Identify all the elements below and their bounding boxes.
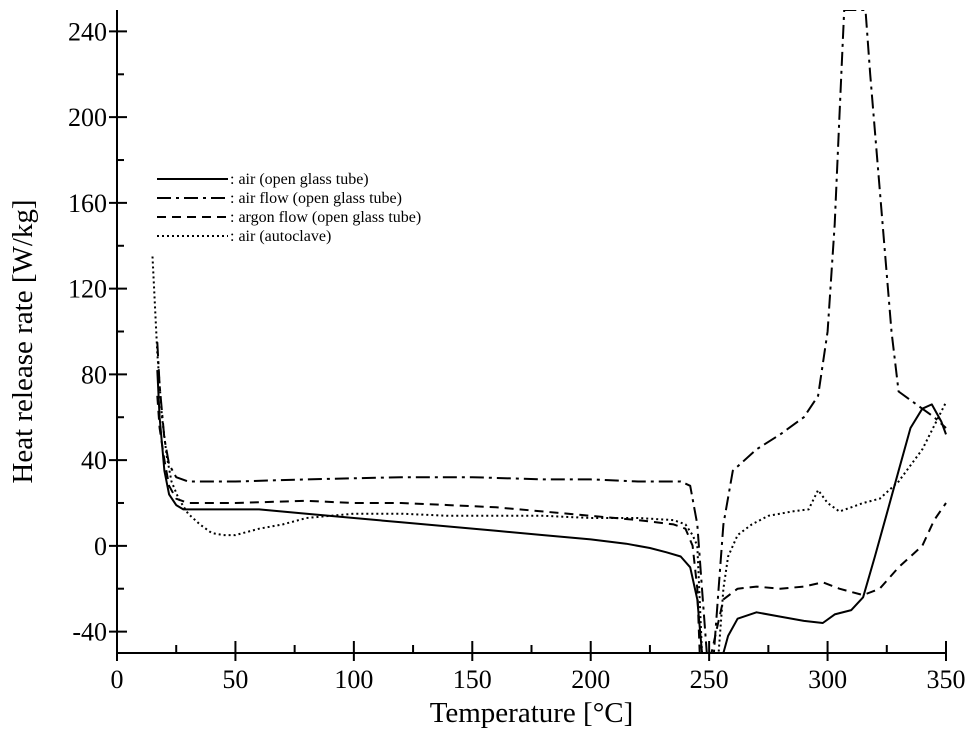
x-tick-label: 0 xyxy=(111,665,124,694)
x-tick-label: 250 xyxy=(690,665,729,694)
legend: : air (open glass tube) : air flow (open … xyxy=(157,171,421,245)
y-tick-label: 160 xyxy=(68,189,107,218)
y-tick-label: 120 xyxy=(68,275,107,304)
y-tick-label: 240 xyxy=(68,17,107,46)
x-tick-label: 50 xyxy=(222,665,248,694)
x-axis-title: Temperature [°C] xyxy=(430,697,634,729)
plot-series xyxy=(151,10,947,653)
legend-label-1: : air (open glass tube) xyxy=(230,171,369,188)
series-line-1 xyxy=(156,370,947,653)
legend-label-4: : air (autoclave) xyxy=(230,228,331,245)
x-tick-label: 100 xyxy=(334,665,373,694)
legend-label-3: : argon flow (open glass tube) xyxy=(230,209,421,226)
y-tick-label: 200 xyxy=(68,103,107,132)
x-tick-label: 200 xyxy=(571,665,610,694)
x-tick-label: 350 xyxy=(927,665,966,694)
y-tick-label: 0 xyxy=(94,532,107,561)
series-line-2 xyxy=(156,10,947,653)
series-line-3 xyxy=(156,395,947,653)
y-tick-label: 40 xyxy=(81,446,107,475)
y-axis-title: Heat release rate [W/kg] xyxy=(7,199,39,483)
legend-label-2: : air flow (open glass tube) xyxy=(230,190,402,207)
x-tick-label: 150 xyxy=(453,665,492,694)
series-line-4 xyxy=(151,256,947,653)
y-tick-label: 80 xyxy=(81,360,107,389)
x-tick-label: 300 xyxy=(808,665,847,694)
y-tick-label: -40 xyxy=(72,618,107,647)
axes: 0 50 100 150 200 250 300 350-400408012016020024… xyxy=(68,10,966,694)
